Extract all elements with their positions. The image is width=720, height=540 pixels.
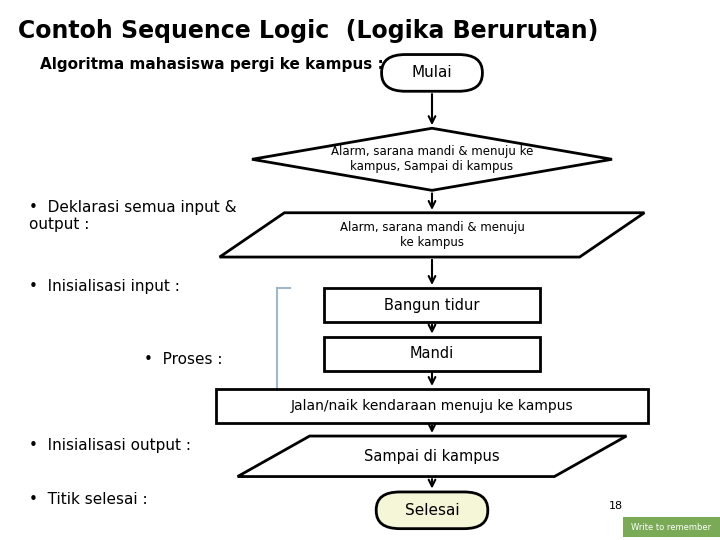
Text: Sampai di kampus: Sampai di kampus	[364, 449, 500, 464]
Bar	[216, 389, 648, 423]
Bar	[623, 517, 720, 537]
FancyBboxPatch shape	[382, 55, 482, 91]
Text: Write to remember: Write to remember	[631, 523, 711, 531]
Text: •  Titik selesai :: • Titik selesai :	[29, 492, 148, 507]
Text: Selesai: Selesai	[405, 503, 459, 518]
Polygon shape	[220, 213, 644, 257]
Text: Bangun tidur: Bangun tidur	[384, 298, 480, 313]
Text: •  Proses :: • Proses :	[144, 352, 222, 367]
Text: Mulai: Mulai	[412, 65, 452, 80]
Text: •  Inisialisasi output :: • Inisialisasi output :	[29, 438, 191, 453]
Text: Algoritma mahasiswa pergi ke kampus :: Algoritma mahasiswa pergi ke kampus :	[40, 57, 383, 72]
Text: Alarm, sarana mandi & menuju
ke kampus: Alarm, sarana mandi & menuju ke kampus	[340, 221, 524, 249]
FancyBboxPatch shape	[376, 492, 488, 529]
Bar	[324, 337, 540, 370]
Text: 18: 18	[608, 501, 623, 511]
Text: •  Deklarasi semua input &
output :: • Deklarasi semua input & output :	[29, 200, 236, 232]
Polygon shape	[252, 128, 612, 191]
Text: Jalan/naik kendaraan menuju ke kampus: Jalan/naik kendaraan menuju ke kampus	[291, 399, 573, 413]
Text: Alarm, sarana mandi & menuju ke
kampus, Sampai di kampus: Alarm, sarana mandi & menuju ke kampus, …	[330, 145, 534, 173]
Text: Mandi: Mandi	[410, 346, 454, 361]
Text: Contoh Sequence Logic  (Logika Berurutan): Contoh Sequence Logic (Logika Berurutan)	[18, 19, 598, 43]
Polygon shape	[238, 436, 626, 477]
Bar	[324, 288, 540, 322]
Text: •  Inisialisasi input :: • Inisialisasi input :	[29, 279, 180, 294]
